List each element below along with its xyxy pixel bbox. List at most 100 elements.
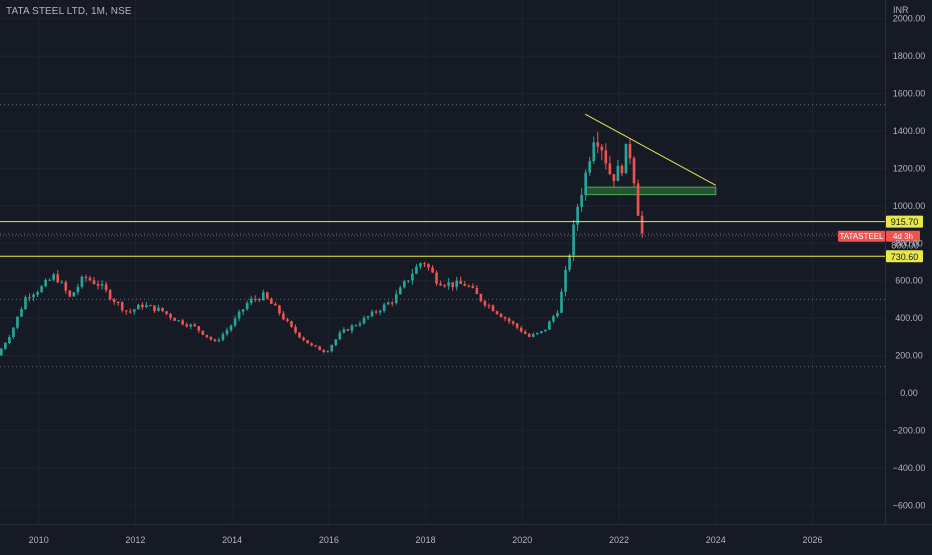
candle (32, 294, 35, 298)
candle (600, 146, 604, 151)
candle (181, 320, 184, 325)
candle (475, 287, 479, 295)
candle (382, 304, 386, 311)
candle (398, 287, 402, 295)
candle (419, 263, 422, 267)
candle (8, 336, 11, 343)
candle (584, 172, 587, 195)
candle (205, 334, 209, 338)
y-tick-label: 600.00 (895, 276, 923, 286)
candle (290, 321, 293, 327)
trendline (584, 113, 716, 186)
candle (40, 286, 43, 293)
candle (390, 302, 394, 304)
candle (370, 311, 374, 317)
candle (221, 334, 225, 340)
candle (132, 309, 136, 312)
candle (435, 272, 438, 284)
candle (455, 280, 459, 287)
candle (88, 277, 92, 281)
candle (286, 319, 289, 322)
candle (237, 311, 241, 319)
candle (149, 305, 152, 307)
candle (495, 311, 499, 314)
candle (415, 266, 418, 274)
candle (540, 331, 543, 333)
candle (507, 318, 511, 322)
candle (568, 255, 571, 270)
candle (96, 284, 100, 286)
candle (177, 320, 180, 322)
candle (72, 292, 76, 297)
support-zone (584, 186, 717, 196)
candle (161, 307, 164, 312)
candle (104, 284, 108, 291)
candle (153, 305, 156, 312)
time-axis[interactable] (0, 524, 932, 551)
symbol-tag (838, 230, 885, 242)
currency-label: INR (893, 5, 909, 15)
candle (447, 282, 450, 286)
candle (431, 267, 434, 273)
candle (491, 305, 495, 312)
candle (612, 174, 616, 182)
candle (274, 303, 277, 306)
candle (519, 327, 523, 332)
x-tick-label: 2014 (222, 535, 242, 545)
candle (342, 329, 346, 333)
candle (294, 326, 297, 333)
candle (564, 269, 567, 292)
y-tick-label: 1200.00 (893, 163, 926, 173)
candle (386, 302, 390, 305)
candle (249, 298, 253, 304)
level-price-tag (886, 250, 923, 263)
level-price-label: 730.60 (891, 252, 919, 262)
candle (459, 280, 463, 284)
candle (403, 281, 406, 288)
candle (350, 325, 354, 331)
candle (592, 142, 596, 162)
candle (120, 302, 124, 311)
candle (245, 303, 249, 310)
candle (100, 284, 104, 286)
candle (48, 279, 51, 281)
y-tick-label: 400.00 (895, 313, 923, 323)
candle (620, 165, 624, 174)
y-tick-label: 1600.00 (893, 89, 926, 99)
candle (640, 215, 644, 234)
candle (112, 299, 116, 303)
candle (20, 309, 23, 317)
candle (463, 283, 467, 286)
y-tick-label: −600.00 (893, 500, 926, 510)
x-tick-label: 2010 (29, 535, 49, 545)
x-tick-label: 2026 (802, 535, 822, 545)
candle (56, 274, 60, 283)
candle (499, 313, 503, 318)
candle (80, 276, 84, 287)
y-tick-label: 2000.00 (893, 14, 926, 24)
candle (141, 304, 144, 308)
candle (580, 194, 583, 207)
candle (628, 143, 632, 159)
candle (411, 273, 414, 281)
candle (257, 299, 261, 301)
candle (36, 292, 39, 295)
y-tick-label: 200.00 (895, 351, 923, 361)
y-tick-label: −400.00 (893, 463, 926, 473)
candle (374, 311, 378, 313)
x-tick-label: 2018 (416, 535, 436, 545)
candle (217, 339, 221, 342)
candle (68, 290, 72, 297)
candle (394, 294, 398, 303)
level-price-tag (886, 215, 923, 228)
price-axis[interactable] (885, 0, 932, 524)
x-tick-label: 2024 (706, 535, 726, 545)
candle (616, 165, 620, 182)
candle (165, 311, 168, 314)
candle (407, 280, 410, 282)
candle (60, 282, 64, 284)
candle (76, 286, 80, 293)
candle (427, 264, 430, 268)
